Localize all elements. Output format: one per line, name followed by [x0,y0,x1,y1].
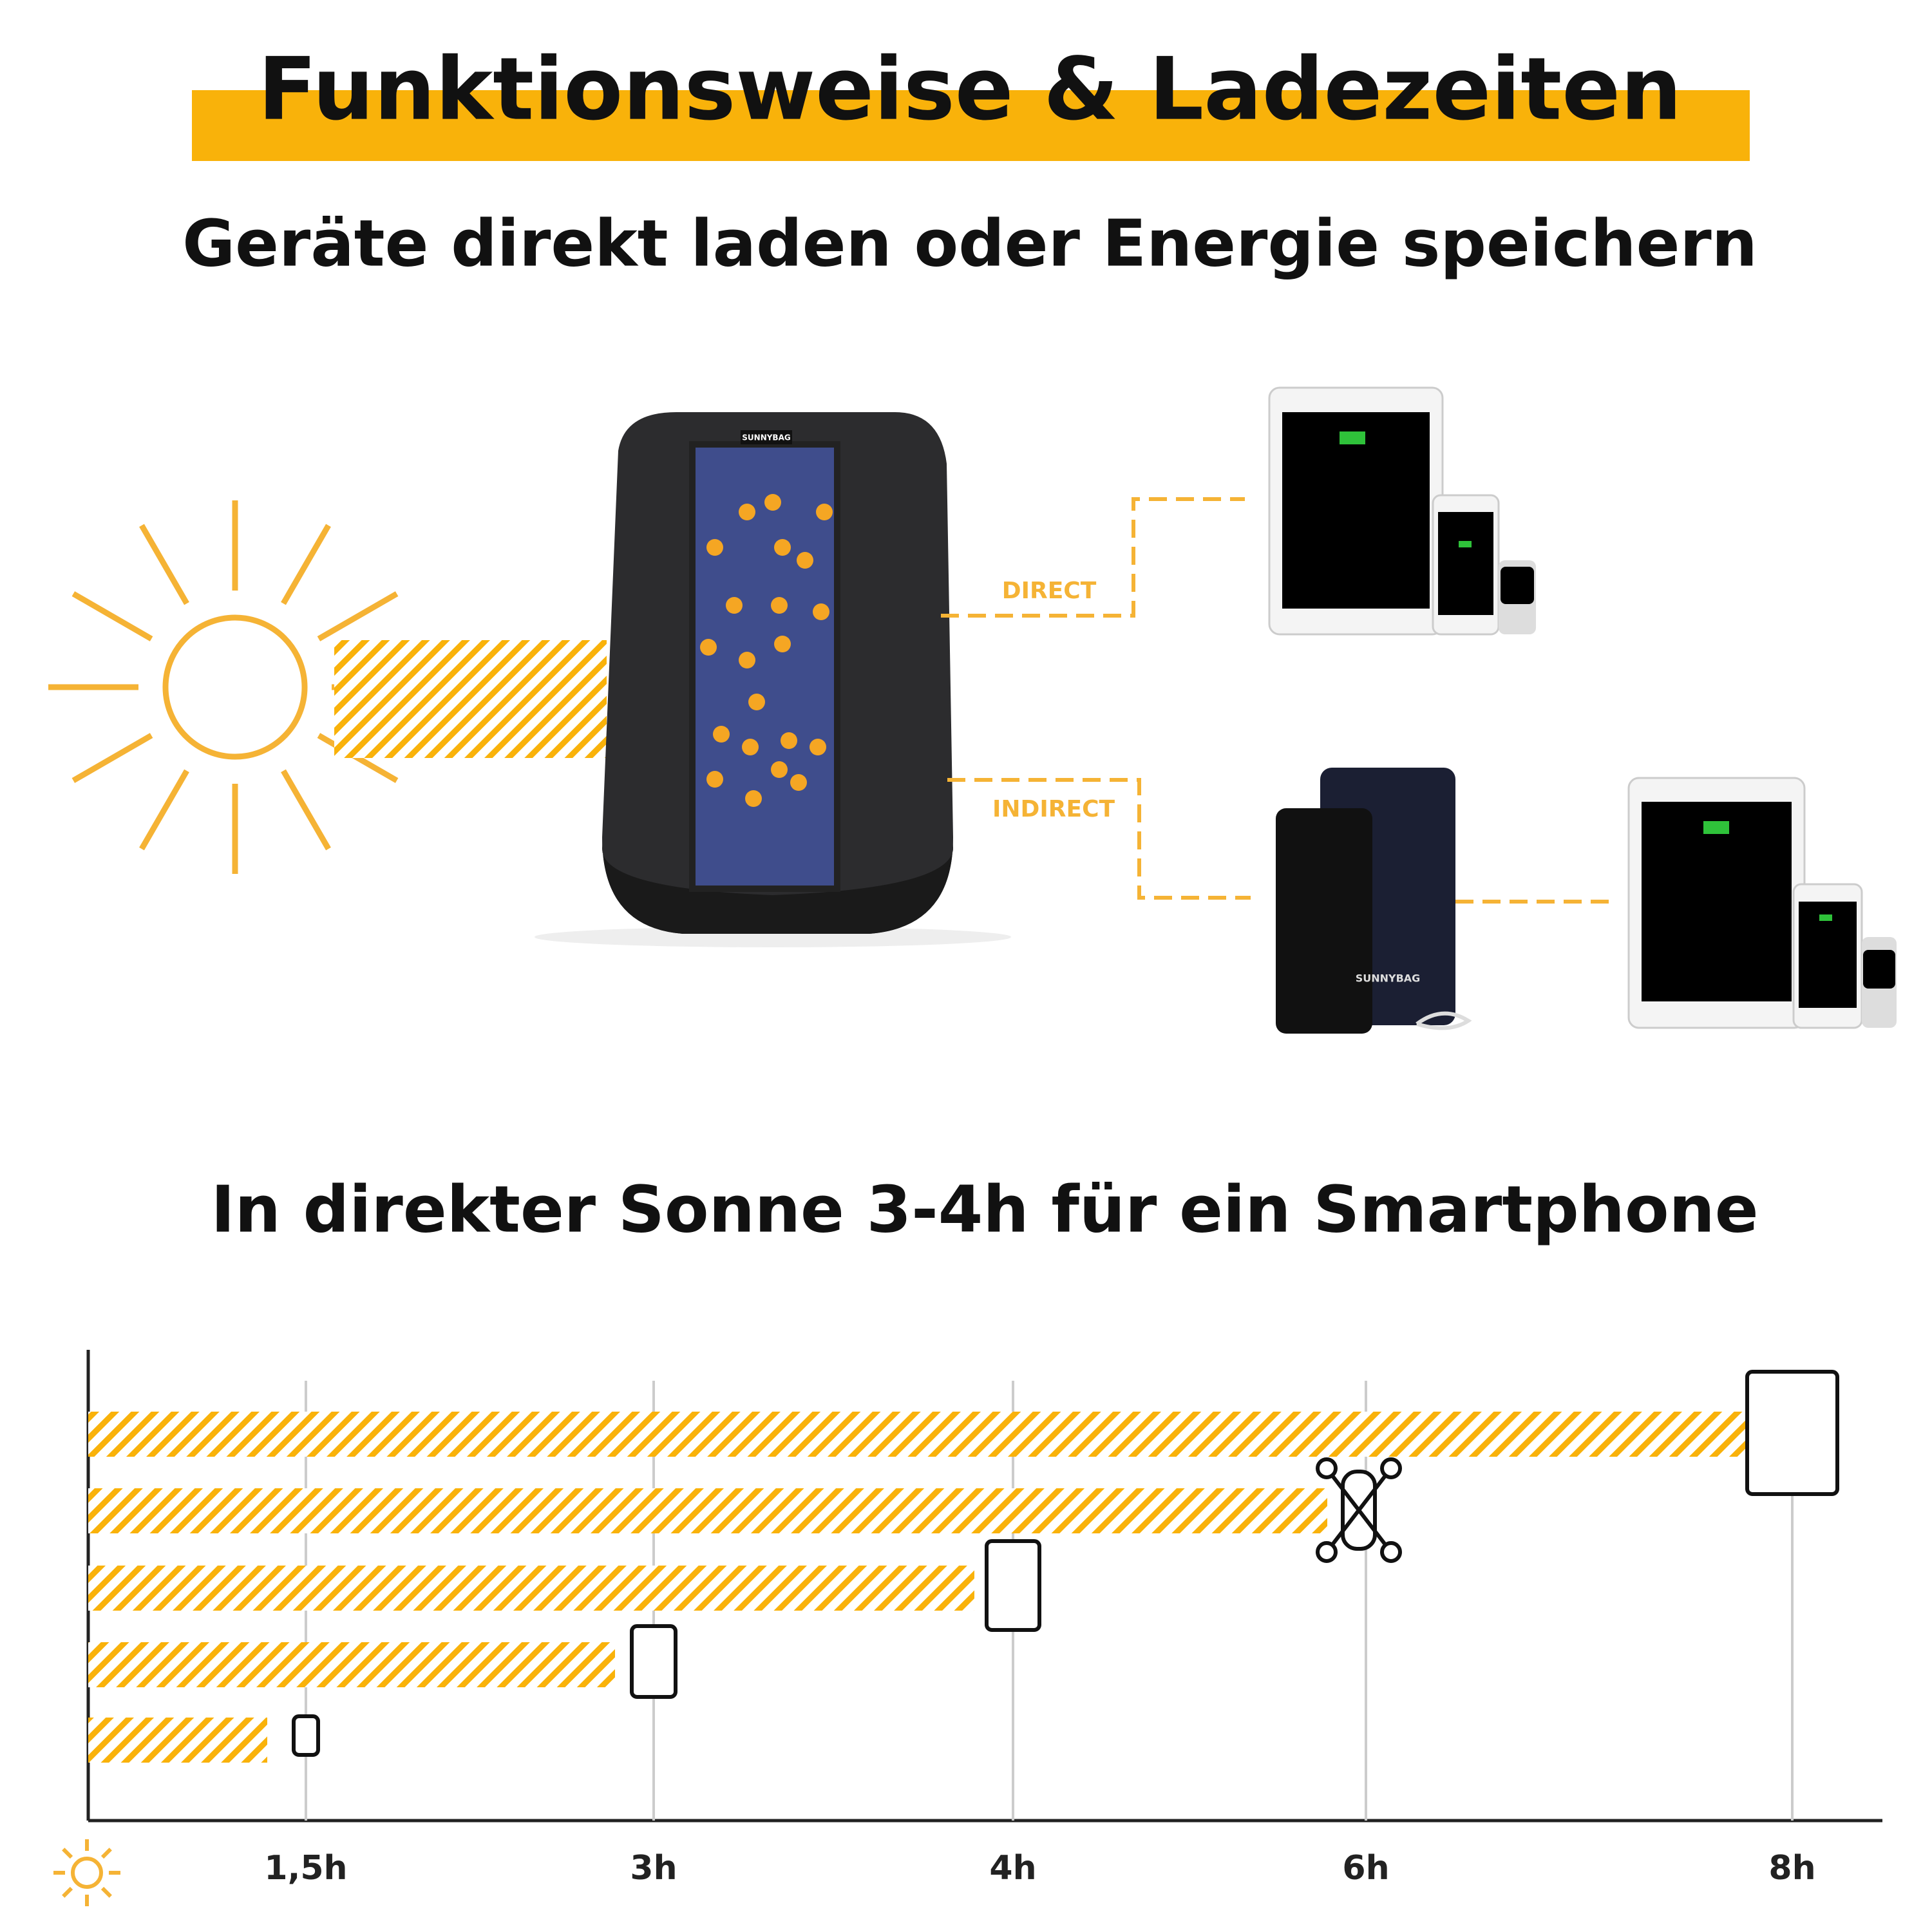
solar-cell [739,652,755,668]
x-tick-label: 8h [1768,1849,1815,1888]
solar-cell [797,552,813,569]
device-icon [985,1539,1041,1632]
solar-cell [745,790,762,807]
solar-cell [781,732,797,749]
drone-rotor [1380,1457,1402,1479]
solar-cell [813,603,829,620]
x-tick-label: 4h [989,1849,1036,1888]
solar-cell [774,636,791,652]
brand: SUNNYBAG [1356,972,1421,985]
backpack: SUNNYBAG [535,412,1011,947]
subtitle: Geräte direkt laden oder Energie speiche… [182,205,1757,281]
device-icon [292,1714,320,1757]
bar [88,1488,1327,1533]
solar-cell [706,771,723,788]
chart-title: In direkter Sonne 3-4h für ein Smartphon… [211,1171,1758,1247]
solar-cell [774,539,791,556]
x-tick-label: 1,5h [264,1849,347,1888]
small-sun-core [71,1857,103,1889]
x-tick-label: 3h [630,1849,677,1888]
solar-cell [713,726,730,743]
solar-cell [771,597,788,614]
bar [88,1642,615,1687]
sun-ray [71,591,153,641]
solar-cell [726,597,743,614]
solar-cell [748,694,765,710]
sun-ray [139,524,189,605]
solar-cell [816,504,833,520]
sun-rays [334,640,607,758]
indirect-label: INDIRECT [992,796,1115,822]
small-sun-ray [62,1886,73,1898]
device-icon [1745,1370,1839,1496]
sun-ray [71,733,153,783]
bar [88,1718,267,1763]
sun-ray [281,769,331,851]
title-band [192,90,1750,161]
drone-rotor [1380,1541,1402,1563]
devices-indirect [1627,777,1897,1029]
drone-icon [1316,1457,1402,1563]
x-tick-label: 6h [1342,1849,1389,1888]
sun-ray [139,769,189,851]
solar-cell [739,504,755,520]
chart: 1,5h 3h 4h 6h 8h [53,1350,1882,1906]
solar-cell [764,494,781,511]
brand: SUNNYBAG [742,433,790,442]
powerbanks: SUNNYBAG [1276,768,1472,1034]
solar-cell [771,761,788,778]
title: Funktionsweise & Ladezeiten [258,39,1681,140]
sun-ray [317,591,399,641]
bar [88,1566,974,1611]
solar-cell [706,539,723,556]
small-sun-ray [62,1848,73,1859]
small-sun [53,1839,120,1906]
direct-label: DIRECT [1002,578,1097,604]
small-sun-ray [100,1848,112,1859]
connectors [941,497,1616,904]
solar-cell [810,739,826,755]
solar-cell [700,639,717,656]
sun-ray [281,524,331,605]
devices-direct [1268,386,1536,636]
solar-cell [790,774,807,791]
bar [88,1412,1754,1457]
solar-cell [742,739,759,755]
drone-rotor [1316,1457,1338,1479]
small-sun-ray [100,1886,112,1898]
drone-rotor [1316,1541,1338,1563]
device-icon [630,1624,677,1699]
